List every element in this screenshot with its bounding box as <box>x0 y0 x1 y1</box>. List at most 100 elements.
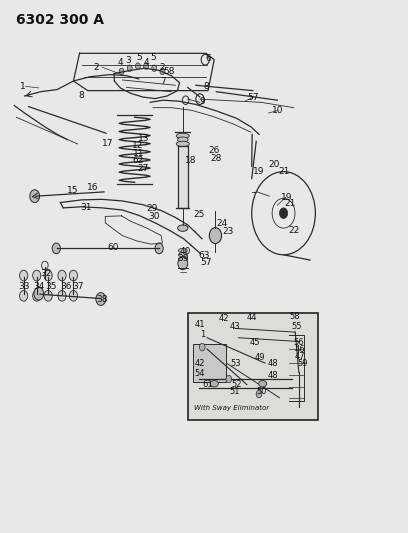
Text: 31: 31 <box>80 204 91 212</box>
Circle shape <box>144 63 149 69</box>
Text: 37: 37 <box>73 282 84 291</box>
Text: 59: 59 <box>297 359 308 368</box>
Text: 27: 27 <box>137 165 149 173</box>
Circle shape <box>20 270 28 281</box>
Text: 55: 55 <box>292 322 302 330</box>
Text: 5: 5 <box>136 53 142 62</box>
Circle shape <box>20 290 28 301</box>
Circle shape <box>33 270 41 281</box>
Text: 42: 42 <box>218 314 229 322</box>
Text: 8: 8 <box>203 82 209 91</box>
Text: 46: 46 <box>295 345 305 353</box>
Text: 28: 28 <box>211 155 222 163</box>
Text: 40: 40 <box>180 247 191 256</box>
Text: 2: 2 <box>93 63 99 71</box>
Text: 24: 24 <box>217 220 228 228</box>
Text: 48: 48 <box>267 372 278 380</box>
Circle shape <box>226 375 232 383</box>
Text: 60: 60 <box>108 243 119 252</box>
Text: 50: 50 <box>257 387 267 396</box>
Text: 17: 17 <box>102 140 114 148</box>
Text: 9: 9 <box>200 97 205 106</box>
Text: 44: 44 <box>247 313 257 321</box>
Text: 45: 45 <box>250 338 260 346</box>
Circle shape <box>160 68 165 75</box>
Ellipse shape <box>176 133 189 139</box>
Text: 19: 19 <box>253 167 265 176</box>
Circle shape <box>279 208 288 219</box>
Ellipse shape <box>259 381 267 387</box>
Text: 39: 39 <box>177 254 188 263</box>
Circle shape <box>34 287 44 300</box>
Circle shape <box>96 293 106 305</box>
Text: 18: 18 <box>185 157 197 165</box>
Text: 36: 36 <box>60 282 72 291</box>
Text: 20: 20 <box>268 160 280 168</box>
Circle shape <box>58 270 66 281</box>
Circle shape <box>69 270 78 281</box>
Circle shape <box>52 243 60 254</box>
Text: 48: 48 <box>267 359 278 368</box>
Circle shape <box>256 390 262 398</box>
Circle shape <box>30 190 40 203</box>
Text: 51: 51 <box>229 387 239 396</box>
Ellipse shape <box>176 141 189 147</box>
Text: 58: 58 <box>289 312 300 321</box>
Text: 49: 49 <box>255 353 266 361</box>
Circle shape <box>119 68 124 75</box>
Text: 4: 4 <box>143 59 149 67</box>
Text: 33: 33 <box>18 282 29 291</box>
Circle shape <box>178 257 188 270</box>
Text: 8: 8 <box>78 92 84 100</box>
Bar <box>188 313 318 420</box>
Circle shape <box>200 343 205 351</box>
Text: 25: 25 <box>193 210 205 219</box>
Text: 4: 4 <box>118 59 123 67</box>
Circle shape <box>58 290 66 301</box>
Circle shape <box>155 243 163 254</box>
Text: 52: 52 <box>231 381 242 389</box>
Text: 1: 1 <box>20 82 25 91</box>
Text: 41: 41 <box>195 320 205 328</box>
Text: 21: 21 <box>278 167 289 176</box>
Text: 35: 35 <box>45 282 57 291</box>
Circle shape <box>33 290 41 301</box>
Circle shape <box>44 270 52 281</box>
Text: 53: 53 <box>231 359 241 368</box>
Ellipse shape <box>178 248 187 253</box>
Text: 63: 63 <box>198 252 210 260</box>
Text: 5: 5 <box>150 53 156 62</box>
Text: 38: 38 <box>96 295 108 304</box>
Text: 11: 11 <box>133 149 144 158</box>
Ellipse shape <box>178 253 187 257</box>
Circle shape <box>209 228 222 244</box>
Text: 57: 57 <box>247 93 259 101</box>
Text: 12: 12 <box>132 141 144 150</box>
Text: 56: 56 <box>293 338 304 346</box>
Text: 13: 13 <box>138 134 149 143</box>
Text: 29: 29 <box>146 205 158 213</box>
Ellipse shape <box>178 225 188 231</box>
Circle shape <box>69 290 78 301</box>
Text: 26: 26 <box>208 146 220 155</box>
Text: 32: 32 <box>40 269 51 278</box>
Text: 19: 19 <box>281 193 292 201</box>
Text: 10: 10 <box>272 106 283 115</box>
Text: 42: 42 <box>195 359 205 368</box>
Circle shape <box>152 65 157 71</box>
Text: 61: 61 <box>202 381 213 389</box>
Text: 7: 7 <box>160 77 166 85</box>
Text: 30: 30 <box>148 213 160 221</box>
Text: 6302 300 A: 6302 300 A <box>16 13 104 27</box>
Text: 6: 6 <box>205 54 211 63</box>
Text: 23: 23 <box>222 228 233 236</box>
Text: With Sway Eliminator: With Sway Eliminator <box>194 405 269 411</box>
Text: 16: 16 <box>87 183 99 192</box>
Text: 43: 43 <box>229 322 240 330</box>
Ellipse shape <box>210 381 218 387</box>
Text: 1: 1 <box>201 330 206 339</box>
Text: 21: 21 <box>284 199 295 208</box>
Text: 57: 57 <box>200 259 212 267</box>
Circle shape <box>127 65 132 71</box>
Ellipse shape <box>177 137 188 142</box>
